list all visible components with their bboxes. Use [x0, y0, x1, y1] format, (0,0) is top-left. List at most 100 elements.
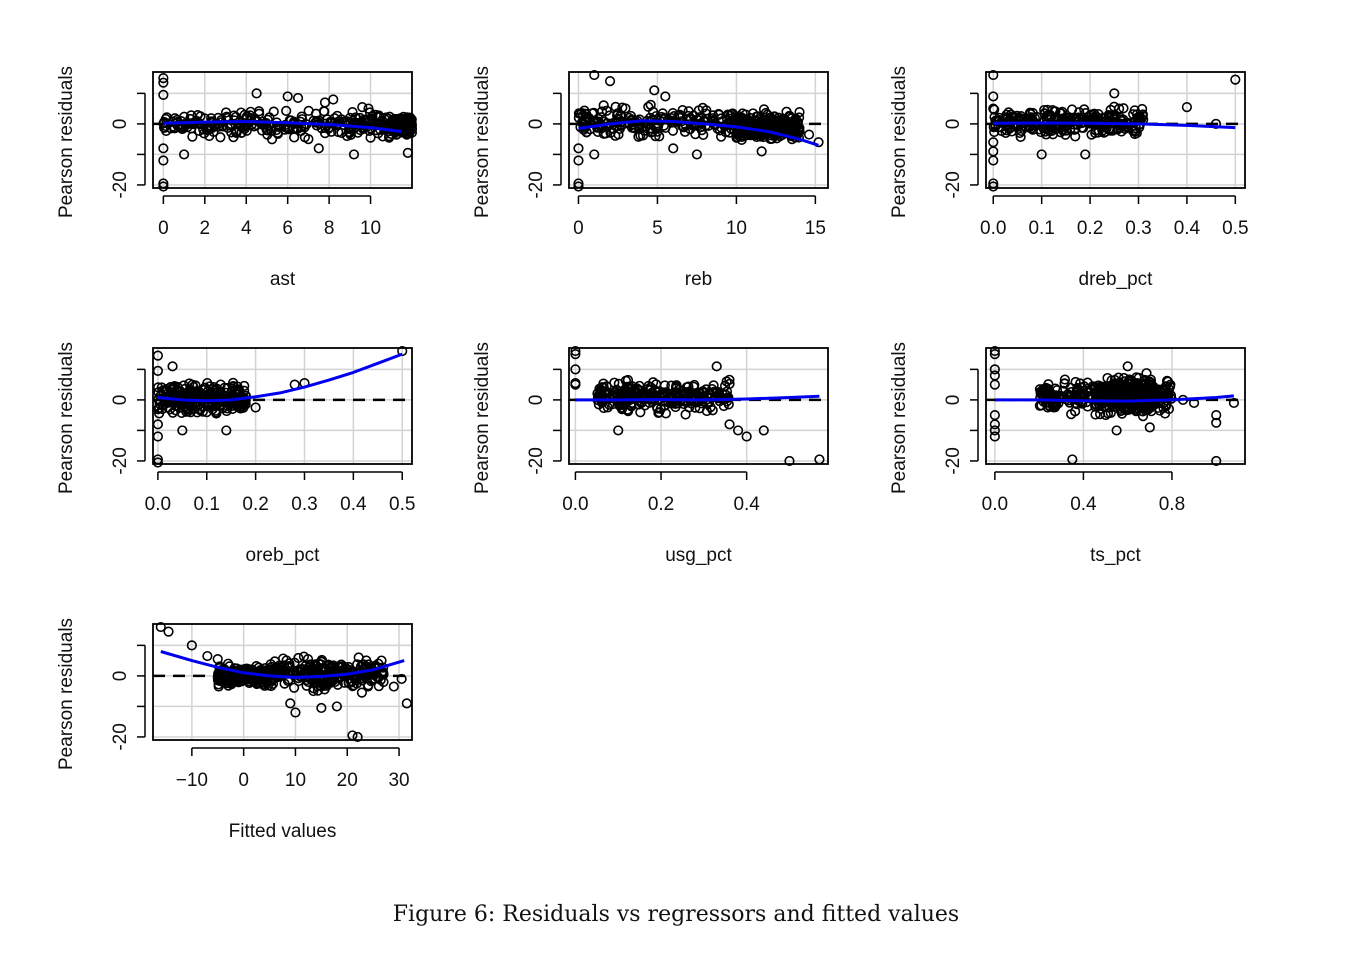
data-point — [988, 91, 999, 102]
x-tick-label: 4 — [241, 218, 252, 239]
data-point — [645, 99, 656, 110]
data-point — [167, 361, 178, 372]
data-point — [674, 109, 685, 120]
y-tick-label: 0 — [526, 395, 547, 406]
data-point — [617, 388, 628, 400]
data-point — [1075, 378, 1086, 389]
data-point — [570, 345, 581, 357]
panel-ts-pct: 0.0 0.4 0.8 -20 0 ts_pct Pearson residuals — [889, 342, 1246, 566]
data-point — [701, 405, 712, 417]
data-point — [204, 381, 215, 392]
data-point — [988, 181, 999, 192]
y-axis-title: Pearson residuals — [889, 342, 910, 494]
data-point — [783, 121, 794, 132]
data-point — [170, 400, 181, 412]
data-point — [158, 77, 169, 88]
data-point — [323, 659, 334, 670]
data-point — [989, 349, 1000, 360]
data-point — [1118, 372, 1130, 384]
data-point — [1123, 387, 1134, 399]
data-point — [589, 149, 600, 160]
data-point — [803, 129, 815, 140]
data-point — [1066, 409, 1077, 420]
data-point — [1163, 403, 1175, 415]
data-point — [721, 386, 733, 397]
y-tick-label: -20 — [110, 447, 131, 474]
y-tick-label: 0 — [110, 395, 131, 406]
data-point — [1128, 117, 1140, 128]
data-point — [996, 125, 1007, 137]
data-point — [178, 149, 190, 160]
data-point — [184, 385, 195, 396]
y-axis-title: Pearson residuals — [472, 342, 493, 494]
data-point — [708, 380, 719, 391]
data-point — [282, 91, 293, 102]
x-tick-label: −10 — [176, 770, 208, 791]
data-point — [1110, 397, 1121, 409]
figure: 0 2 4 6 8 10 -20 0 ast Pearson residuals 0 5 10 15 -20… — [56, 66, 1249, 842]
data-point — [1007, 111, 1018, 122]
data-point — [1114, 103, 1125, 114]
y-tick-label: -20 — [526, 171, 547, 198]
x-axis-title: oreb_pct — [246, 545, 321, 566]
x-axis-title: usg_pct — [665, 545, 732, 566]
data-point — [154, 398, 165, 409]
data-point — [198, 128, 210, 139]
y-tick-label: -20 — [110, 171, 131, 198]
data-point — [158, 181, 169, 192]
data-point — [336, 114, 347, 125]
panel-oreb-pct: 0.0 0.1 0.2 0.3 0.4 0.5 -20 0 oreb_pct Pearson re… — [56, 342, 415, 566]
x-axis-title: ast — [270, 269, 296, 290]
data-point — [758, 425, 769, 436]
data-point — [158, 155, 169, 166]
data-point — [764, 124, 775, 135]
data-point — [158, 143, 169, 154]
data-point — [708, 386, 720, 397]
x-axis-title: dreb_pct — [1079, 269, 1154, 290]
data-point — [745, 130, 756, 141]
data-point — [1102, 372, 1113, 384]
data-point — [283, 661, 295, 672]
data-point — [1211, 417, 1222, 428]
y-tick-label: -20 — [943, 447, 964, 474]
y-axis-title: Pearson residuals — [56, 342, 77, 494]
data-point — [187, 131, 198, 142]
data-point — [239, 123, 250, 134]
smooth-curve — [160, 650, 405, 679]
data-point — [303, 134, 314, 145]
data-point — [598, 128, 609, 139]
data-point — [625, 392, 636, 404]
data-point — [272, 127, 283, 138]
data-point — [340, 662, 351, 674]
data-point — [402, 147, 413, 158]
data-point — [617, 402, 628, 413]
x-tick-label: 5 — [652, 218, 663, 239]
data-point — [1131, 127, 1142, 139]
y-axis-title: Pearson residuals — [56, 618, 77, 770]
data-point — [262, 125, 273, 136]
data-point — [158, 73, 169, 84]
x-tick-label: 10 — [726, 218, 747, 239]
data-point — [1089, 387, 1100, 398]
data-point — [794, 126, 805, 137]
x-tick-label: 10 — [360, 218, 381, 239]
data-point — [298, 651, 310, 662]
data-point — [316, 702, 327, 714]
data-point — [1230, 74, 1241, 85]
data-point — [1036, 149, 1047, 160]
data-point — [163, 626, 174, 637]
data-point — [989, 419, 1000, 430]
data-point — [204, 130, 215, 142]
x-axis-title: Fitted values — [229, 821, 337, 842]
smooth-curve — [163, 120, 402, 133]
data-point — [192, 110, 203, 121]
x-tick-label: 0 — [158, 218, 169, 239]
data-point — [396, 673, 407, 685]
data-point — [284, 115, 295, 126]
figure-caption: Figure 6: Residuals vs regressors and fi… — [392, 902, 960, 927]
x-tick-label: 0.0 — [562, 494, 588, 515]
data-point — [1161, 375, 1173, 386]
x-tick-label: 0.5 — [389, 494, 415, 515]
data-point — [289, 132, 300, 143]
data-point — [1211, 410, 1222, 421]
